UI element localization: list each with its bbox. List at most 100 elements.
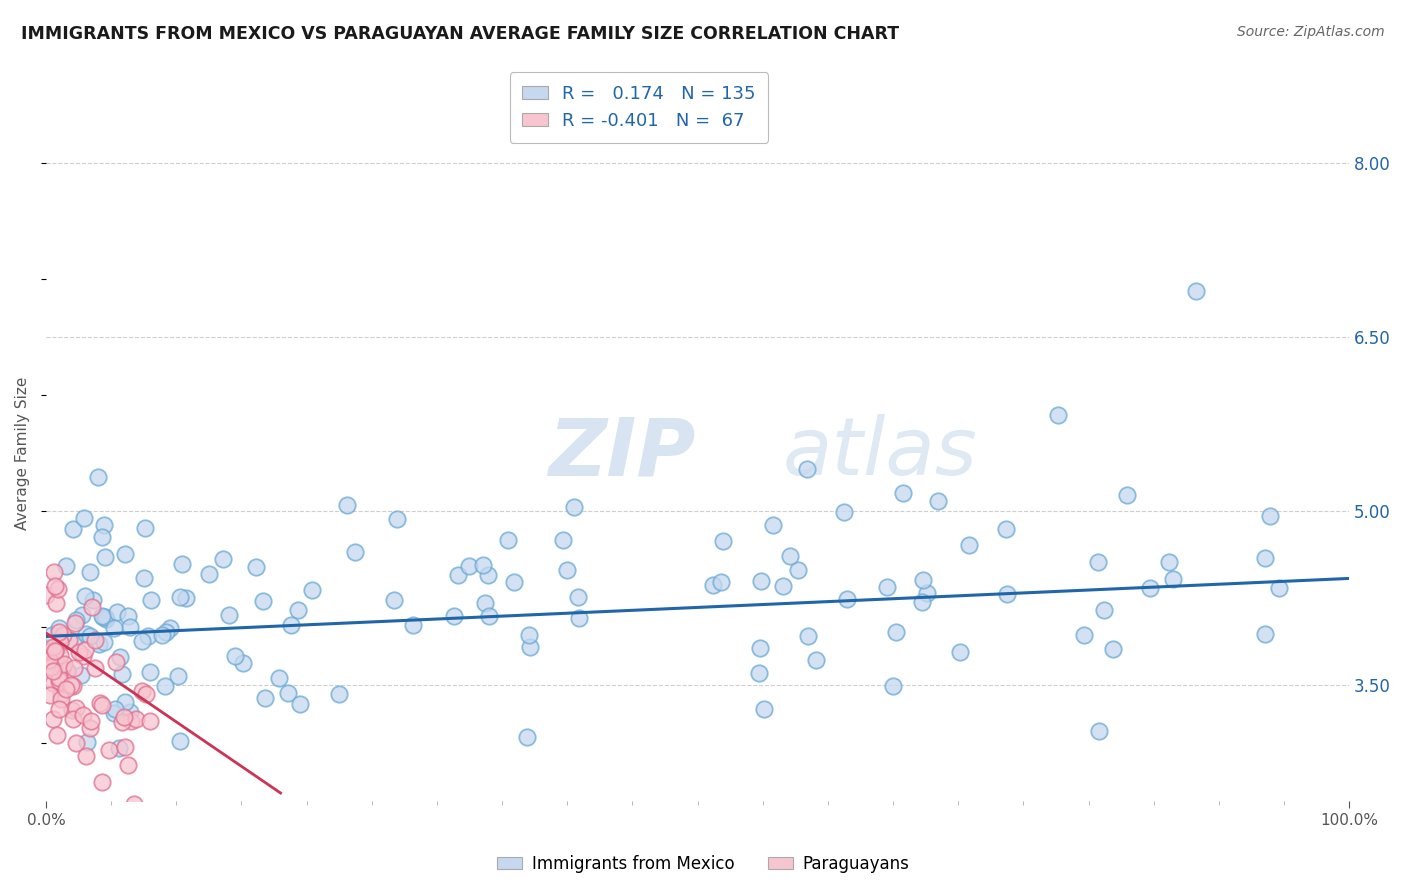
Point — [118, 705, 141, 719]
Point — [75, 748, 97, 763]
Point — [93, 518, 115, 533]
Point — [91, 774, 114, 789]
Point — [79, 565, 101, 579]
Point — [150, 628, 173, 642]
Point — [751, 574, 773, 588]
Point — [111, 715, 134, 730]
Point — [301, 582, 323, 597]
Point — [474, 596, 496, 610]
Point — [131, 684, 153, 698]
Point — [39, 660, 62, 674]
Point — [35, 588, 58, 602]
Point — [153, 679, 176, 693]
Point — [80, 600, 103, 615]
Point — [1267, 581, 1289, 595]
Point — [112, 710, 135, 724]
Point — [797, 629, 820, 643]
Point — [87, 470, 110, 484]
Point — [70, 607, 93, 622]
Point — [49, 691, 72, 706]
Point — [343, 544, 366, 558]
Point — [557, 564, 579, 578]
Point — [89, 696, 111, 710]
Point — [1157, 555, 1180, 569]
Point — [73, 589, 96, 603]
Y-axis label: Average Family Size: Average Family Size — [15, 376, 30, 530]
Point — [245, 559, 267, 574]
Point — [103, 706, 125, 721]
Point — [754, 702, 776, 716]
Point — [55, 681, 77, 696]
Point — [87, 637, 110, 651]
Point — [762, 517, 785, 532]
Point — [169, 591, 191, 605]
Point — [995, 587, 1018, 601]
Point — [94, 549, 117, 564]
Point — [568, 610, 591, 624]
Point — [44, 579, 66, 593]
Point — [224, 648, 246, 663]
Point — [139, 593, 162, 607]
Point — [73, 511, 96, 525]
Point — [65, 613, 87, 627]
Point — [155, 625, 177, 640]
Point — [56, 664, 79, 678]
Point — [110, 650, 132, 665]
Point — [45, 654, 67, 668]
Point — [52, 627, 75, 641]
Point — [402, 618, 425, 632]
Point — [91, 698, 114, 712]
Legend: Immigrants from Mexico, Paraguayans: Immigrants from Mexico, Paraguayans — [489, 848, 917, 880]
Point — [104, 702, 127, 716]
Point — [56, 665, 79, 679]
Point — [41, 628, 63, 642]
Point — [93, 610, 115, 624]
Point — [42, 675, 65, 690]
Point — [277, 686, 299, 700]
Point — [172, 557, 194, 571]
Point — [44, 644, 66, 658]
Point — [796, 462, 818, 476]
Point — [38, 653, 60, 667]
Point — [135, 687, 157, 701]
Point — [915, 586, 938, 600]
Point — [44, 652, 66, 666]
Point — [37, 645, 59, 659]
Point — [1087, 555, 1109, 569]
Point — [269, 672, 291, 686]
Point — [58, 633, 80, 648]
Point — [65, 701, 87, 715]
Point — [62, 522, 84, 536]
Point — [48, 673, 70, 688]
Point — [67, 645, 90, 659]
Point — [117, 609, 139, 624]
Point — [288, 697, 311, 711]
Point — [120, 714, 142, 729]
Point — [1073, 628, 1095, 642]
Text: atlas: atlas — [782, 414, 977, 492]
Point — [103, 621, 125, 635]
Point — [328, 687, 350, 701]
Point — [835, 591, 858, 606]
Point — [911, 595, 934, 609]
Point — [787, 562, 810, 576]
Text: Source: ZipAtlas.com: Source: ZipAtlas.com — [1237, 25, 1385, 39]
Point — [62, 633, 84, 648]
Point — [174, 591, 197, 606]
Point — [1115, 488, 1137, 502]
Point — [39, 689, 62, 703]
Point — [711, 533, 734, 548]
Point — [471, 558, 494, 572]
Point — [136, 629, 159, 643]
Point — [139, 665, 162, 679]
Point — [80, 714, 103, 729]
Point — [107, 741, 129, 756]
Point — [93, 635, 115, 649]
Point — [212, 552, 235, 566]
Point — [702, 577, 724, 591]
Point — [478, 609, 501, 624]
Point — [949, 644, 972, 658]
Point — [48, 625, 70, 640]
Point — [167, 668, 190, 682]
Point — [287, 603, 309, 617]
